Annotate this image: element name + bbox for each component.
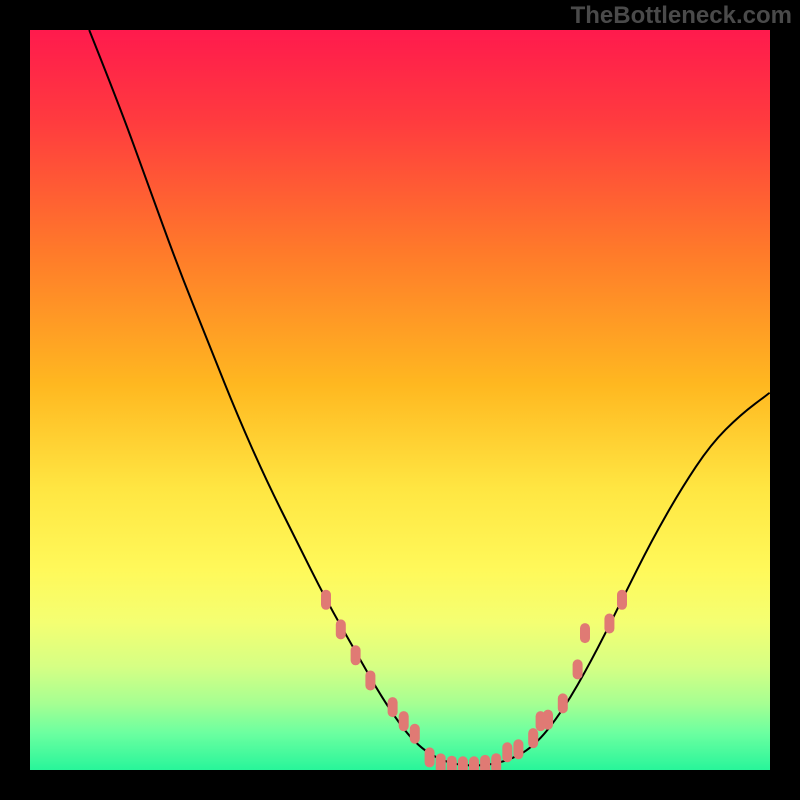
marker-point bbox=[336, 619, 346, 639]
plot-area bbox=[30, 30, 770, 770]
marker-point bbox=[321, 590, 331, 610]
marker-point bbox=[491, 753, 501, 770]
marker-point bbox=[365, 670, 375, 690]
chart-stage: TheBottleneck.com bbox=[0, 0, 800, 800]
marker-point bbox=[580, 623, 590, 643]
marker-point bbox=[469, 756, 479, 770]
marker-point bbox=[543, 710, 553, 730]
marker-point bbox=[528, 728, 538, 748]
marker-point bbox=[513, 739, 523, 759]
marker-point bbox=[425, 747, 435, 767]
marker-point bbox=[604, 613, 614, 633]
marker-point bbox=[458, 756, 468, 770]
overlay-svg bbox=[30, 30, 770, 770]
marker-point bbox=[399, 711, 409, 731]
marker-point bbox=[447, 756, 457, 770]
marker-point bbox=[502, 742, 512, 762]
marker-point bbox=[573, 659, 583, 679]
marker-point bbox=[617, 590, 627, 610]
marker-point bbox=[351, 645, 361, 665]
marker-point bbox=[436, 753, 446, 770]
marker-point bbox=[410, 724, 420, 744]
bottleneck-curve bbox=[89, 30, 770, 765]
watermark-text: TheBottleneck.com bbox=[571, 2, 792, 30]
marker-point bbox=[558, 693, 568, 713]
marker-point bbox=[388, 697, 398, 717]
marker-point bbox=[480, 755, 490, 770]
